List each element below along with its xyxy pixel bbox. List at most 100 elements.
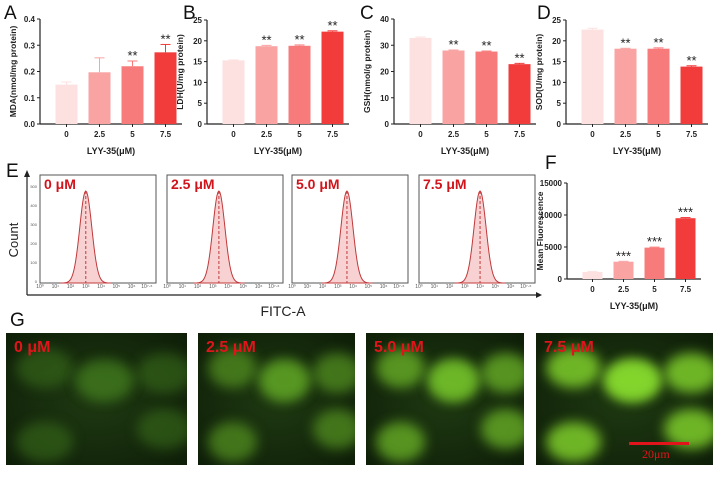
y-tick-label: 0.2 [24,68,36,77]
cell-blob [481,409,524,449]
concentration-label: 5.0 μM [296,176,340,192]
x-tick-label: 0 [418,130,423,139]
bar-C-2.5 [442,50,465,124]
cell-blob [16,422,73,462]
hist-x-tick: 10³ [461,284,469,290]
panel-letter-b: B [183,3,196,24]
cell-blob [76,361,133,401]
scale-bar-label: 20μm [642,447,670,461]
x-tick-label: 2.5 [620,130,632,139]
y-tick-label: 0 [557,120,562,129]
x-tick-label: 7.5 [327,130,339,139]
cell-blob [376,348,426,388]
cell-blob [208,422,258,462]
cell-blob [481,353,524,393]
y-tick-label: 10 [380,94,389,103]
cell-blob [312,409,355,449]
x-tick-label: 2.5 [261,130,273,139]
bar-C-7.5 [508,64,531,124]
significance-mark: ** [620,35,630,50]
cell-blob [428,360,479,400]
significance-mark: ** [327,18,337,33]
hist-x-tick: 10⁵ [239,284,247,290]
significance-mark: ** [160,31,170,46]
hist-x-tick: 10⁵ [491,284,499,290]
x-arrow-icon [536,292,542,298]
hist-x-tick: 10⁰ [36,284,44,290]
bar-D-0 [581,29,604,124]
hist-x-tick: 10⁵ [364,284,372,290]
y-arrow-icon [24,170,30,177]
y-tick-label: 15000 [540,179,563,188]
significance-mark: ** [294,32,304,47]
x-tick-label: 2.5 [448,130,460,139]
bar-A-7.5 [154,52,177,124]
hist-x-tick: 10⁰ [288,284,296,290]
panel-letter-d: D [537,3,551,24]
hist-x-tick: 10⁶ [128,284,136,290]
y-tick-label: 0.3 [24,41,36,50]
hist-x-tick: 10⁷·⁶ [268,284,279,290]
y-axis-label: Mean Fluorescence [535,191,545,270]
hist-x-tick: 10³ [209,284,217,290]
y-tick-label: 15 [193,58,202,67]
hist-x-tick: 10¹ [304,284,312,290]
y-tick-label: 20 [552,37,561,46]
y-tick-label: 0 [385,120,390,129]
fluorescence-image: 2.5 μM [198,333,355,465]
y-axis-label: LDH(U/mg protein) [175,34,185,110]
hist-y-tick: 0 [35,279,38,284]
bar-F-2.5 [613,261,634,279]
bar-F-5 [644,247,665,279]
y-tick-label: 5 [198,99,203,108]
hist-y-tick: 100 [30,260,37,265]
hist-y-tick: 200 [30,241,37,246]
hist-y-tick: 500 [30,184,37,189]
x-tick-label: 7.5 [514,130,526,139]
bar-B-0 [222,60,245,124]
hist-x-label: FITC-A [260,303,306,319]
x-axis-label: LYY-35(μM) [613,146,661,156]
bar-F-7.5 [675,218,696,279]
bar-F-0 [582,271,603,279]
significance-mark: ** [481,38,491,53]
hist-x-tick: 10⁰ [415,284,423,290]
x-tick-label: 5 [297,130,302,139]
concentration-label: 2.5 μM [171,176,215,192]
hist-x-tick: 10⁶ [380,284,388,290]
hist-x-tick: 10⁶ [507,284,515,290]
y-tick-label: 10 [552,78,561,87]
bar-D-2.5 [614,48,637,125]
x-axis-label: LYY-35(μM) [610,301,658,311]
charts-svg: 0.0 0.1 0.2 0.3 0.4 0 2.5 ** 5 ** 7.5 LYY-35(μM) MDA… [6,15,708,319]
y-tick-label: 40 [380,15,389,24]
hist-x-tick: 10² [67,284,75,290]
x-tick-label: 7.5 [686,130,698,139]
significance-mark: ** [514,50,524,65]
bar-A-0 [55,84,78,124]
y-tick-label: 0.4 [24,15,36,24]
significance-mark: ** [686,53,696,68]
significance-mark: *** [647,234,662,249]
x-tick-label: 5 [652,285,657,294]
y-axis-label: GSH(nmol/g protein) [362,30,372,113]
x-tick-label: 5 [484,130,489,139]
significance-mark: ** [127,48,137,63]
concentration-label: 7.5 μM [423,176,467,192]
fluorescence-image: 0 μM [6,333,187,465]
hist-x-tick: 10¹ [431,284,439,290]
hist-x-tick: 10⁷·⁶ [520,284,531,290]
cell-blob [546,422,602,462]
y-tick-label: 15 [552,58,561,67]
x-tick-label: 7.5 [160,130,172,139]
hist-y-tick: 400 [30,203,37,208]
panel-letter-f: F [545,153,557,174]
bar-A-2.5 [88,72,111,124]
hist-x-tick: 10⁵ [112,284,120,290]
y-tick-label: 20 [193,37,202,46]
hist-x-tick: 10³ [82,284,90,290]
cell-blob [376,422,426,462]
cell-blob [136,409,187,449]
x-tick-label: 5 [656,130,661,139]
y-tick-label: 10 [193,78,202,87]
